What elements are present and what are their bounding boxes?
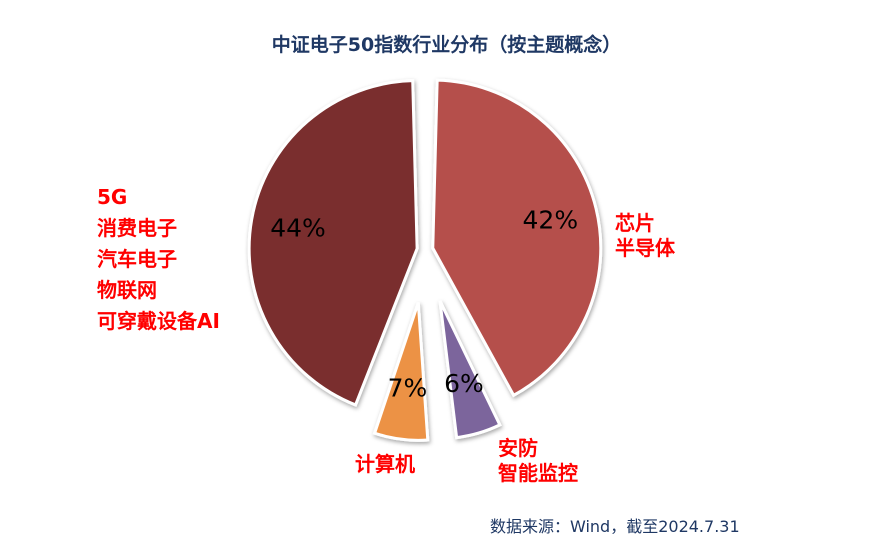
pie-slice-2 <box>372 302 430 442</box>
slice-pct-label-0: 42% <box>523 206 579 235</box>
category-label-security: 安防 智能监控 <box>498 436 578 485</box>
source-note: 数据来源：Wind，截至2024.7.31 <box>490 517 740 536</box>
slice-pct-label-1: 6% <box>444 369 484 398</box>
category-label-computer: 计算机 <box>355 452 415 476</box>
chart-title: 中证电子50指数行业分布（按主题概念） <box>271 34 622 56</box>
pie-slice-3 <box>247 79 419 407</box>
pie-slice-1 <box>438 300 502 440</box>
category-label-chips: 芯片 半导体 <box>615 211 675 260</box>
category-label-5g-consumer: 5G 消费电子 汽车电子 物联网 可穿戴设备AI <box>97 185 220 333</box>
pie-slice-0 <box>431 78 603 398</box>
slice-pct-label-3: 44% <box>270 214 326 243</box>
slice-pct-label-2: 7% <box>388 373 428 402</box>
